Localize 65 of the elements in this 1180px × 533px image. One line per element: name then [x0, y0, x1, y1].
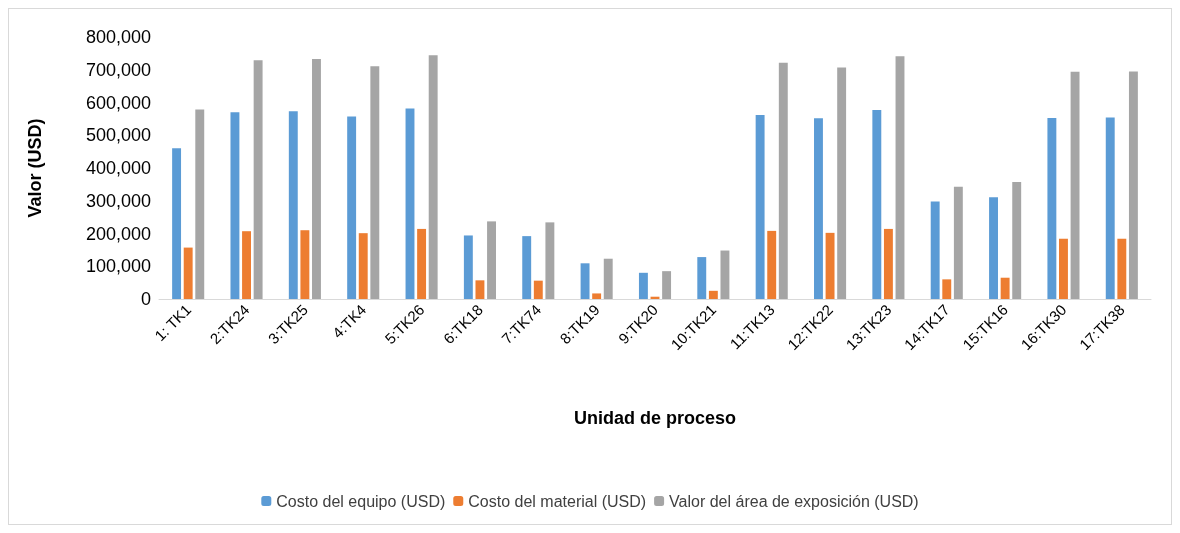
bar — [720, 250, 730, 299]
bar — [662, 271, 672, 299]
y-tick-label: 100,000 — [85, 256, 151, 277]
bar — [428, 55, 438, 299]
bar — [603, 258, 613, 299]
legend-label: Costo del equipo (USD) — [276, 492, 446, 510]
bar — [778, 62, 788, 299]
bar — [195, 109, 205, 299]
bar — [953, 186, 963, 299]
bar — [463, 235, 473, 299]
bar — [405, 108, 415, 299]
y-tick-label: 800,000 — [85, 27, 151, 47]
bar — [253, 60, 263, 299]
bar — [370, 66, 380, 299]
bar — [312, 58, 321, 299]
bar — [533, 280, 543, 299]
bar — [1012, 182, 1022, 299]
legend-label: Costo del material (USD) — [468, 492, 647, 510]
bar — [930, 201, 940, 299]
x-tick-label: 1: TK1 — [151, 300, 195, 345]
bar — [638, 272, 648, 299]
bar — [883, 228, 893, 299]
y-tick-label: 700,000 — [85, 59, 151, 80]
bar — [1117, 238, 1127, 299]
bar — [417, 228, 427, 299]
bar — [242, 231, 251, 299]
bar — [708, 290, 718, 299]
bar — [837, 67, 847, 299]
bar — [358, 233, 368, 299]
bar — [475, 280, 485, 299]
bar — [347, 116, 357, 299]
bar — [942, 279, 952, 299]
bar — [989, 197, 998, 299]
bar — [697, 257, 707, 299]
bar — [545, 222, 555, 299]
bar — [592, 293, 602, 299]
y-axis-title: Valor (USD) — [25, 118, 45, 218]
bar — [288, 111, 298, 299]
bar — [580, 263, 590, 299]
bar — [522, 236, 532, 299]
y-tick-label: 200,000 — [85, 223, 151, 244]
bar — [230, 112, 240, 299]
x-axis-title: Unidad de proceso — [573, 408, 737, 428]
y-tick-label: 500,000 — [85, 125, 151, 146]
bar — [1047, 117, 1057, 299]
y-tick-label: 0 — [140, 289, 151, 309]
bar — [895, 56, 905, 299]
bar — [755, 114, 765, 299]
bar — [825, 232, 835, 299]
bar — [1059, 238, 1068, 299]
bar — [183, 247, 193, 299]
bar — [1105, 117, 1115, 299]
bar — [300, 230, 310, 299]
bar — [814, 118, 823, 299]
bar — [487, 221, 496, 299]
bar — [172, 148, 182, 299]
y-tick-label: 400,000 — [85, 158, 151, 178]
legend-label: Valor del área de exposición (USD) — [669, 492, 919, 510]
bar — [1128, 71, 1138, 299]
y-tick-label: 300,000 — [85, 190, 151, 211]
bar — [1000, 277, 1010, 299]
bar — [872, 110, 882, 299]
y-tick-label: 600,000 — [85, 92, 151, 113]
bar — [767, 230, 777, 299]
bar — [1070, 71, 1080, 299]
